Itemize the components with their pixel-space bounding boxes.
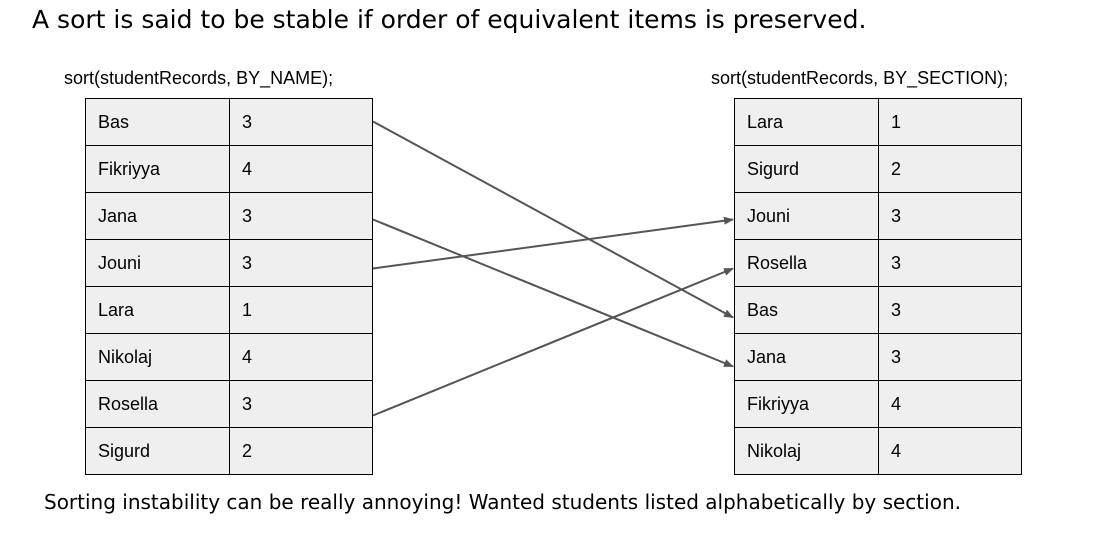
section-cell: 4: [229, 333, 373, 381]
table-row: Lara 1: [85, 286, 373, 334]
name-cell: Nikolaj: [85, 333, 230, 381]
footer-note: Sorting instability can be really annoyi…: [44, 490, 961, 514]
arrow-rosella: [372, 267, 734, 417]
arrow-bas: [372, 120, 734, 319]
table-row: Rosella 3: [734, 239, 1022, 287]
by-name-table: Bas 3 Fikriyya 4 Jana 3 Jouni 3 Lara 1 Nikola…: [85, 98, 373, 475]
name-cell: Jana: [734, 333, 879, 381]
section-cell: 3: [878, 333, 1022, 381]
table-row: Jana 3: [734, 333, 1022, 381]
arrow-jouni: [372, 216, 734, 270]
table-row: Sigurd 2: [734, 145, 1022, 193]
table-row: Nikolaj 4: [734, 427, 1022, 475]
section-cell: 1: [229, 286, 373, 334]
table-row: Bas 3: [85, 98, 373, 146]
section-cell: 1: [878, 98, 1022, 146]
section-cell: 4: [229, 145, 373, 193]
arrow-jana: [372, 218, 734, 368]
name-cell: Rosella: [85, 380, 230, 428]
name-cell: Fikriyya: [85, 145, 230, 193]
table-row: Fikriyya 4: [734, 380, 1022, 428]
table-row: Nikolaj 4: [85, 333, 373, 381]
table-row: Jouni 3: [734, 192, 1022, 240]
table-row: Fikriyya 4: [85, 145, 373, 193]
name-cell: Sigurd: [734, 145, 879, 193]
by-section-table: Lara 1 Sigurd 2 Jouni 3 Rosella 3 Bas 3 Jana 3…: [734, 98, 1022, 475]
section-cell: 3: [229, 192, 373, 240]
section-cell: 3: [878, 286, 1022, 334]
section-cell: 3: [878, 239, 1022, 287]
name-cell: Sigurd: [85, 427, 230, 475]
section-cell: 4: [878, 380, 1022, 428]
table-row: Sigurd 2: [85, 427, 373, 475]
name-cell: Bas: [734, 286, 879, 334]
table-row: Bas 3: [734, 286, 1022, 334]
name-cell: Jouni: [734, 192, 879, 240]
section-cell: 2: [229, 427, 373, 475]
left-sort-call: sort(studentRecords, BY_NAME);: [64, 68, 334, 88]
section-cell: 3: [229, 239, 373, 287]
right-sort-call: sort(studentRecords, BY_SECTION);: [711, 68, 1009, 88]
slide-title: A sort is said to be stable if order of …: [32, 5, 867, 34]
table-row: Jana 3: [85, 192, 373, 240]
section-cell: 3: [229, 98, 373, 146]
name-cell: Jana: [85, 192, 230, 240]
section-cell: 4: [878, 427, 1022, 475]
name-cell: Rosella: [734, 239, 879, 287]
name-cell: Fikriyya: [734, 380, 879, 428]
